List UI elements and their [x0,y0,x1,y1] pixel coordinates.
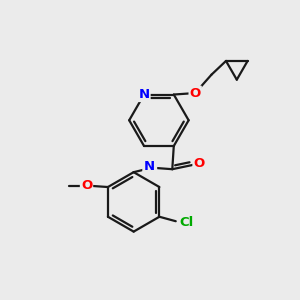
Text: N: N [143,160,155,173]
Text: O: O [81,179,92,192]
Text: O: O [190,87,201,100]
Text: N: N [139,88,150,101]
Text: O: O [194,157,205,170]
Text: H: H [145,160,156,173]
Text: Cl: Cl [179,216,194,229]
